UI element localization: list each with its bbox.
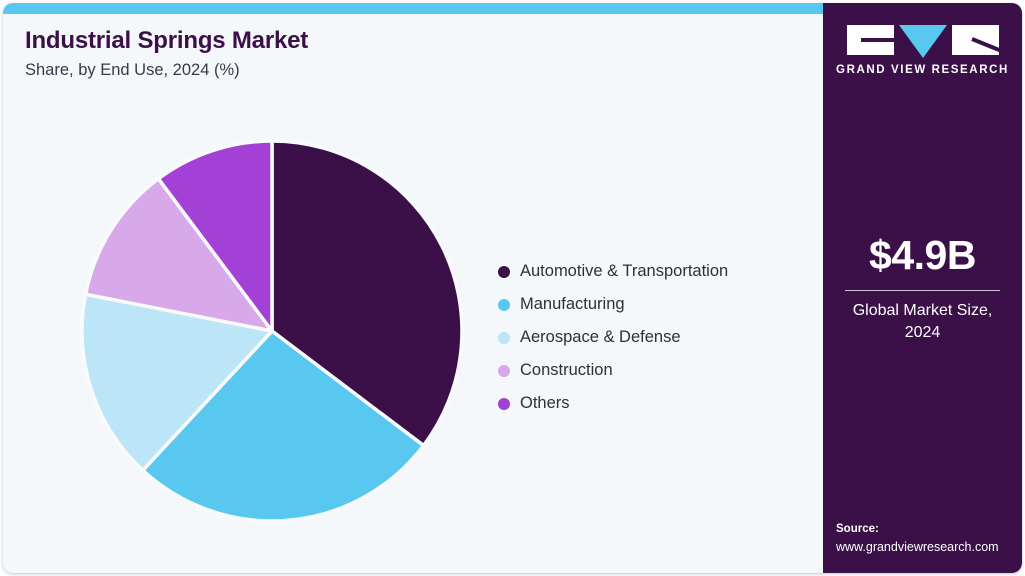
logo-v-triangle-icon <box>898 25 947 58</box>
chart-legend: Automotive & Transportation Manufacturing… <box>498 255 728 420</box>
side-panel: GRAND VIEW RESEARCH $4.9B Global Market … <box>823 3 1022 573</box>
pie-slice[interactable] <box>80 292 274 473</box>
market-size-caption: Global Market Size, 2024 <box>852 302 993 341</box>
legend-item[interactable]: Others <box>498 387 728 420</box>
source-block: Source: www.grandviewresearch.com <box>836 521 1022 556</box>
logo-g-icon <box>846 25 894 55</box>
legend-color-swatch-icon <box>498 364 510 377</box>
page-subtitle: Share, by End Use, 2024 (%) <box>25 60 240 79</box>
page-title: Industrial Springs Market <box>25 27 309 54</box>
legend-item[interactable]: Aerospace & Defense <box>498 321 728 354</box>
pie-slice[interactable] <box>156 139 274 333</box>
source-url[interactable]: www.grandviewresearch.com <box>836 539 999 554</box>
legend-color-swatch-icon <box>498 265 510 278</box>
top-accent-bar <box>3 3 1022 14</box>
legend-color-swatch-icon <box>498 397 510 410</box>
legend-color-swatch-icon <box>498 331 510 344</box>
legend-item-label: Others <box>520 394 570 412</box>
pie-chart <box>78 137 466 525</box>
stat-divider <box>845 290 1000 291</box>
legend-item-label: Automotive & Transportation <box>520 262 729 280</box>
market-size-stat: $4.9B Global Market Size, 2024 <box>823 235 1022 343</box>
market-size-value: $4.9B <box>869 232 976 278</box>
source-label: Source: <box>836 523 879 536</box>
logo-marks <box>823 25 1022 58</box>
pie-slice[interactable] <box>270 139 464 448</box>
legend-item[interactable]: Construction <box>498 354 728 387</box>
logo-r-icon <box>951 25 999 55</box>
pie-slice[interactable] <box>141 329 426 523</box>
legend-item-label: Aerospace & Defense <box>520 328 681 346</box>
legend-color-swatch-icon <box>498 298 510 311</box>
legend-item[interactable]: Automotive & Transportation <box>498 255 728 288</box>
logo-wordmark: GRAND VIEW RESEARCH <box>836 64 1009 76</box>
brand-logo: GRAND VIEW RESEARCH <box>823 25 1022 76</box>
legend-item-label: Manufacturing <box>520 295 625 313</box>
legend-item[interactable]: Manufacturing <box>498 288 728 321</box>
chart-header: Industrial Springs Market Share, by End … <box>25 27 785 80</box>
pie-chart-svg <box>80 139 464 523</box>
main-card: Industrial Springs Market Share, by End … <box>3 3 1022 573</box>
pie-slice[interactable] <box>83 176 274 333</box>
legend-item-label: Construction <box>520 361 613 379</box>
